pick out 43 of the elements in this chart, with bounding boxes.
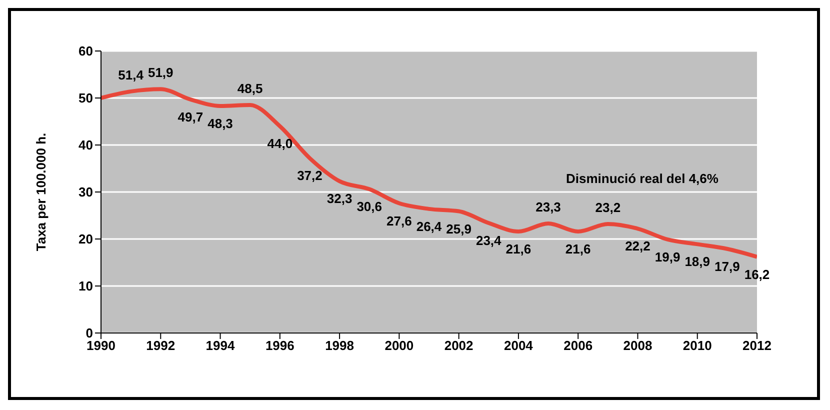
data-label: 37,2 — [297, 168, 322, 184]
y-axis-title: Taxa per 100.000 h. — [34, 132, 49, 252]
data-label: 49,7 — [178, 109, 204, 124]
data-label: 25,9 — [446, 221, 472, 236]
data-label: 18,9 — [684, 254, 710, 270]
data-label: 23,3 — [536, 199, 561, 214]
data-label: 32,3 — [326, 191, 352, 206]
data-label: 26,4 — [416, 218, 442, 234]
data-label: 23,4 — [476, 233, 502, 248]
data-label: 30,6 — [356, 199, 382, 214]
y-tick-label: 40 — [78, 138, 93, 153]
x-tick-label: 2000 — [384, 338, 414, 354]
y-tick-label: 10 — [78, 278, 93, 294]
x-tick-label: 1994 — [206, 338, 236, 354]
x-tick-label: 2002 — [444, 338, 474, 354]
y-tick-label: 20 — [78, 232, 93, 247]
data-label: 19,9 — [654, 249, 680, 264]
data-label: 51,4 — [118, 67, 144, 82]
x-tick-label: 1990 — [86, 338, 116, 354]
data-label: 27,6 — [386, 213, 412, 228]
y-tick-label: 30 — [78, 184, 93, 200]
data-label: 48,3 — [208, 116, 233, 131]
x-tick-label: 2012 — [742, 338, 772, 354]
data-label: 23,2 — [595, 200, 621, 215]
data-label: 22,2 — [625, 238, 650, 254]
y-tick-label: 60 — [78, 44, 93, 59]
data-label: 17,9 — [714, 258, 740, 274]
x-tick-label: 2006 — [564, 338, 593, 354]
y-tick-label: 50 — [78, 90, 93, 106]
x-tick-label: 1992 — [146, 338, 176, 354]
x-tick-label: 2008 — [623, 338, 652, 354]
data-label: 51,9 — [148, 65, 174, 80]
x-tick-label: 2010 — [682, 338, 712, 354]
data-label: 21,6 — [565, 241, 591, 256]
data-label: 44,0 — [267, 136, 293, 152]
x-tick-label: 1996 — [265, 338, 294, 354]
y-tick-label: 0 — [86, 326, 93, 341]
data-label: 48,5 — [237, 81, 263, 96]
x-tick-label: 1998 — [325, 338, 354, 354]
data-label: 16,2 — [744, 266, 770, 282]
x-tick-label: 2004 — [504, 338, 534, 354]
data-label: 21,6 — [506, 241, 532, 256]
annotation: Disminució real del 4,6% — [566, 171, 718, 186]
